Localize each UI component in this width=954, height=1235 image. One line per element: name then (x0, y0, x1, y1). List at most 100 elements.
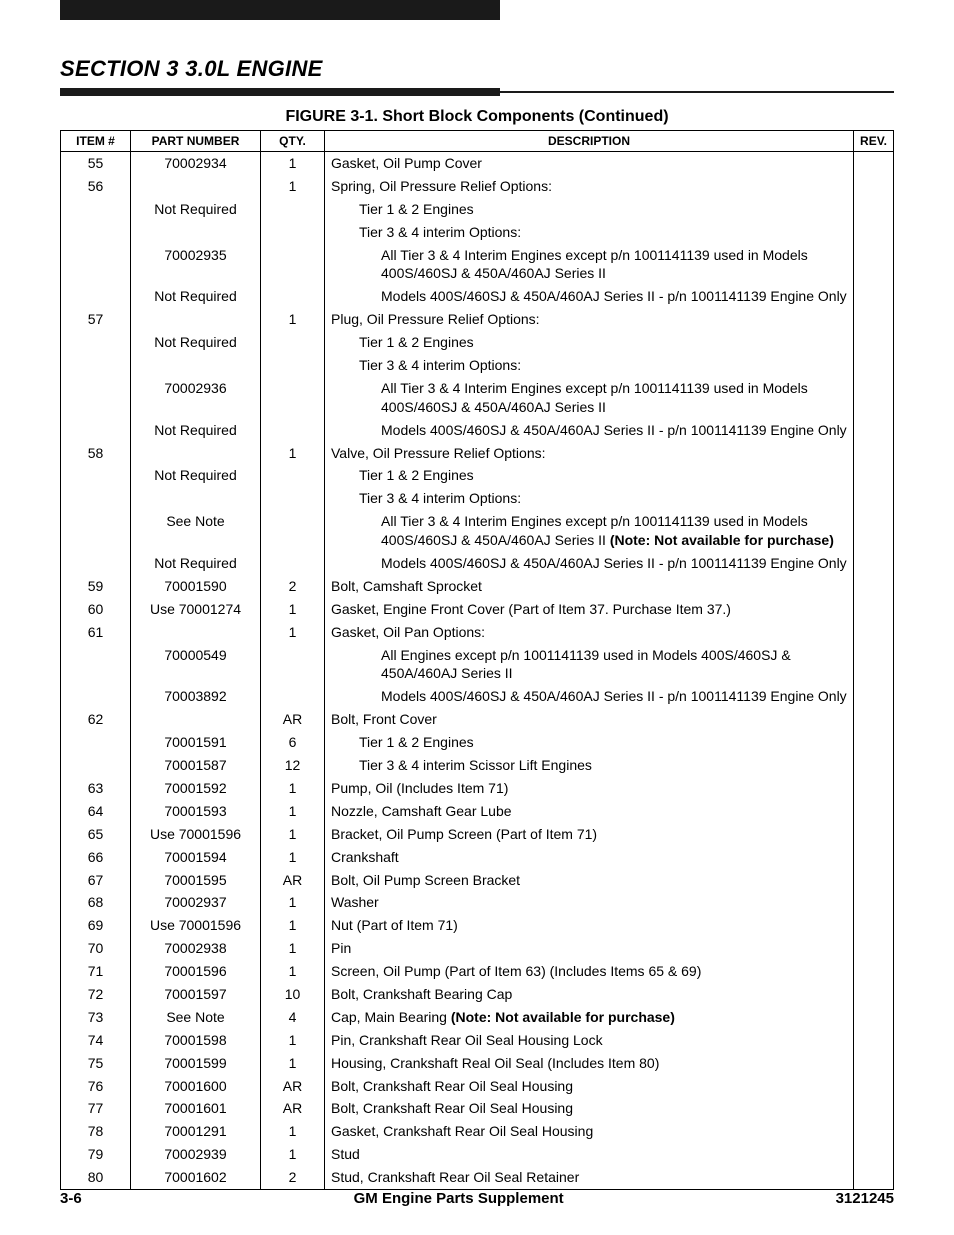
cell-rev (854, 1120, 894, 1143)
cell-desc: Cap, Main Bearing (Note: Not available f… (325, 1006, 854, 1029)
cell-item: 74 (61, 1029, 131, 1052)
cell-rev (854, 777, 894, 800)
cell-part (131, 175, 261, 198)
cell-qty: 1 (261, 1120, 325, 1143)
table-row: Not RequiredTier 1 & 2 Engines (61, 198, 894, 221)
cell-qty: 1 (261, 914, 325, 937)
cell-item: 76 (61, 1075, 131, 1098)
cell-item: 65 (61, 823, 131, 846)
cell-item: 70 (61, 937, 131, 960)
table-row: 71700015961Screen, Oil Pump (Part of Ite… (61, 960, 894, 983)
cell-desc: Screen, Oil Pump (Part of Item 63) (Incl… (325, 960, 854, 983)
table-row: 6770001595ARBolt, Oil Pump Screen Bracke… (61, 869, 894, 892)
cell-qty (261, 221, 325, 244)
cell-part: 70003892 (131, 685, 261, 708)
cell-qty: 1 (261, 823, 325, 846)
figure-title-prefix: FIGURE 3-1. (285, 108, 382, 125)
cell-desc: Crankshaft (325, 846, 854, 869)
cell-item (61, 198, 131, 221)
cell-rev (854, 823, 894, 846)
cell-desc: Bracket, Oil Pump Screen (Part of Item 7… (325, 823, 854, 846)
table-row: 65Use 700015961Bracket, Oil Pump Screen … (61, 823, 894, 846)
cell-item: 58 (61, 442, 131, 465)
cell-desc: Plug, Oil Pressure Relief Options: (325, 308, 854, 331)
cell-part: Not Required (131, 552, 261, 575)
cell-qty (261, 552, 325, 575)
cell-part: See Note (131, 510, 261, 552)
cell-part: 70002939 (131, 1143, 261, 1166)
cell-desc: Gasket, Crankshaft Rear Oil Seal Housing (325, 1120, 854, 1143)
cell-part: 70001600 (131, 1075, 261, 1098)
table-row: Not RequiredTier 1 & 2 Engines (61, 331, 894, 354)
cell-desc: Housing, Crankshaft Real Oil Seal (Inclu… (325, 1052, 854, 1075)
cell-desc: Models 400S/460SJ & 450A/460AJ Series II… (325, 285, 854, 308)
cell-rev (854, 621, 894, 644)
cell-part: 70002935 (131, 244, 261, 286)
cell-item (61, 354, 131, 377)
page-footer: 3-6 GM Engine Parts Supplement 3121245 (60, 1190, 894, 1207)
cell-desc: Stud (325, 1143, 854, 1166)
cell-part: 70001594 (131, 846, 261, 869)
table-row: 70002936All Tier 3 & 4 Interim Engines e… (61, 377, 894, 419)
cell-desc: Bolt, Oil Pump Screen Bracket (325, 869, 854, 892)
cell-rev (854, 464, 894, 487)
cell-rev (854, 175, 894, 198)
cell-qty: AR (261, 1075, 325, 1098)
cell-qty: 1 (261, 937, 325, 960)
cell-qty (261, 644, 325, 686)
table-row: Not RequiredModels 400S/460SJ & 450A/460… (61, 419, 894, 442)
cell-part: 70002936 (131, 377, 261, 419)
cell-rev (854, 442, 894, 465)
cell-part: 70000549 (131, 644, 261, 686)
cell-part: 70001592 (131, 777, 261, 800)
cell-rev (854, 644, 894, 686)
cell-item (61, 331, 131, 354)
cell-item: 60 (61, 598, 131, 621)
cell-rev (854, 937, 894, 960)
cell-desc: Tier 1 & 2 Engines (325, 731, 854, 754)
cell-part: 70002937 (131, 891, 261, 914)
cell-rev (854, 598, 894, 621)
cell-rev (854, 354, 894, 377)
cell-rev (854, 575, 894, 598)
cell-qty (261, 198, 325, 221)
cell-qty: 10 (261, 983, 325, 1006)
col-header-part: PART NUMBER (131, 131, 261, 152)
cell-item: 75 (61, 1052, 131, 1075)
cell-desc: Bolt, Crankshaft Rear Oil Seal Housing (325, 1075, 854, 1098)
cell-part (131, 354, 261, 377)
cell-desc: Bolt, Camshaft Sprocket (325, 575, 854, 598)
cell-rev (854, 552, 894, 575)
cell-qty: AR (261, 1097, 325, 1120)
col-header-desc: DESCRIPTION (325, 131, 854, 152)
cell-part: 70001590 (131, 575, 261, 598)
header-accent (60, 88, 894, 96)
col-header-item: ITEM # (61, 131, 131, 152)
table-row: 60Use 700012741Gasket, Engine Front Cove… (61, 598, 894, 621)
cell-part: 70001599 (131, 1052, 261, 1075)
table-row: 66700015941Crankshaft (61, 846, 894, 869)
cell-desc: Tier 3 & 4 interim Options: (325, 487, 854, 510)
table-row: 7670001600ARBolt, Crankshaft Rear Oil Se… (61, 1075, 894, 1098)
cell-part (131, 442, 261, 465)
cell-part (131, 621, 261, 644)
parts-table: ITEM # PART NUMBER QTY. DESCRIPTION REV.… (60, 130, 894, 1190)
cell-desc: Tier 1 & 2 Engines (325, 198, 854, 221)
cell-desc: Gasket, Engine Front Cover (Part of Item… (325, 598, 854, 621)
cell-qty: 1 (261, 308, 325, 331)
cell-desc: Spring, Oil Pressure Relief Options: (325, 175, 854, 198)
cell-rev (854, 731, 894, 754)
cell-rev (854, 221, 894, 244)
cell-part: Use 70001596 (131, 823, 261, 846)
cell-item (61, 221, 131, 244)
cell-desc: Pump, Oil (Includes Item 71) (325, 777, 854, 800)
cell-desc: Bolt, Crankshaft Bearing Cap (325, 983, 854, 1006)
cell-rev (854, 891, 894, 914)
cell-rev (854, 331, 894, 354)
cell-qty: 1 (261, 1143, 325, 1166)
cell-qty: 1 (261, 598, 325, 621)
table-row: Not RequiredTier 1 & 2 Engines (61, 464, 894, 487)
cell-rev (854, 510, 894, 552)
cell-rev (854, 419, 894, 442)
cell-rev (854, 1006, 894, 1029)
